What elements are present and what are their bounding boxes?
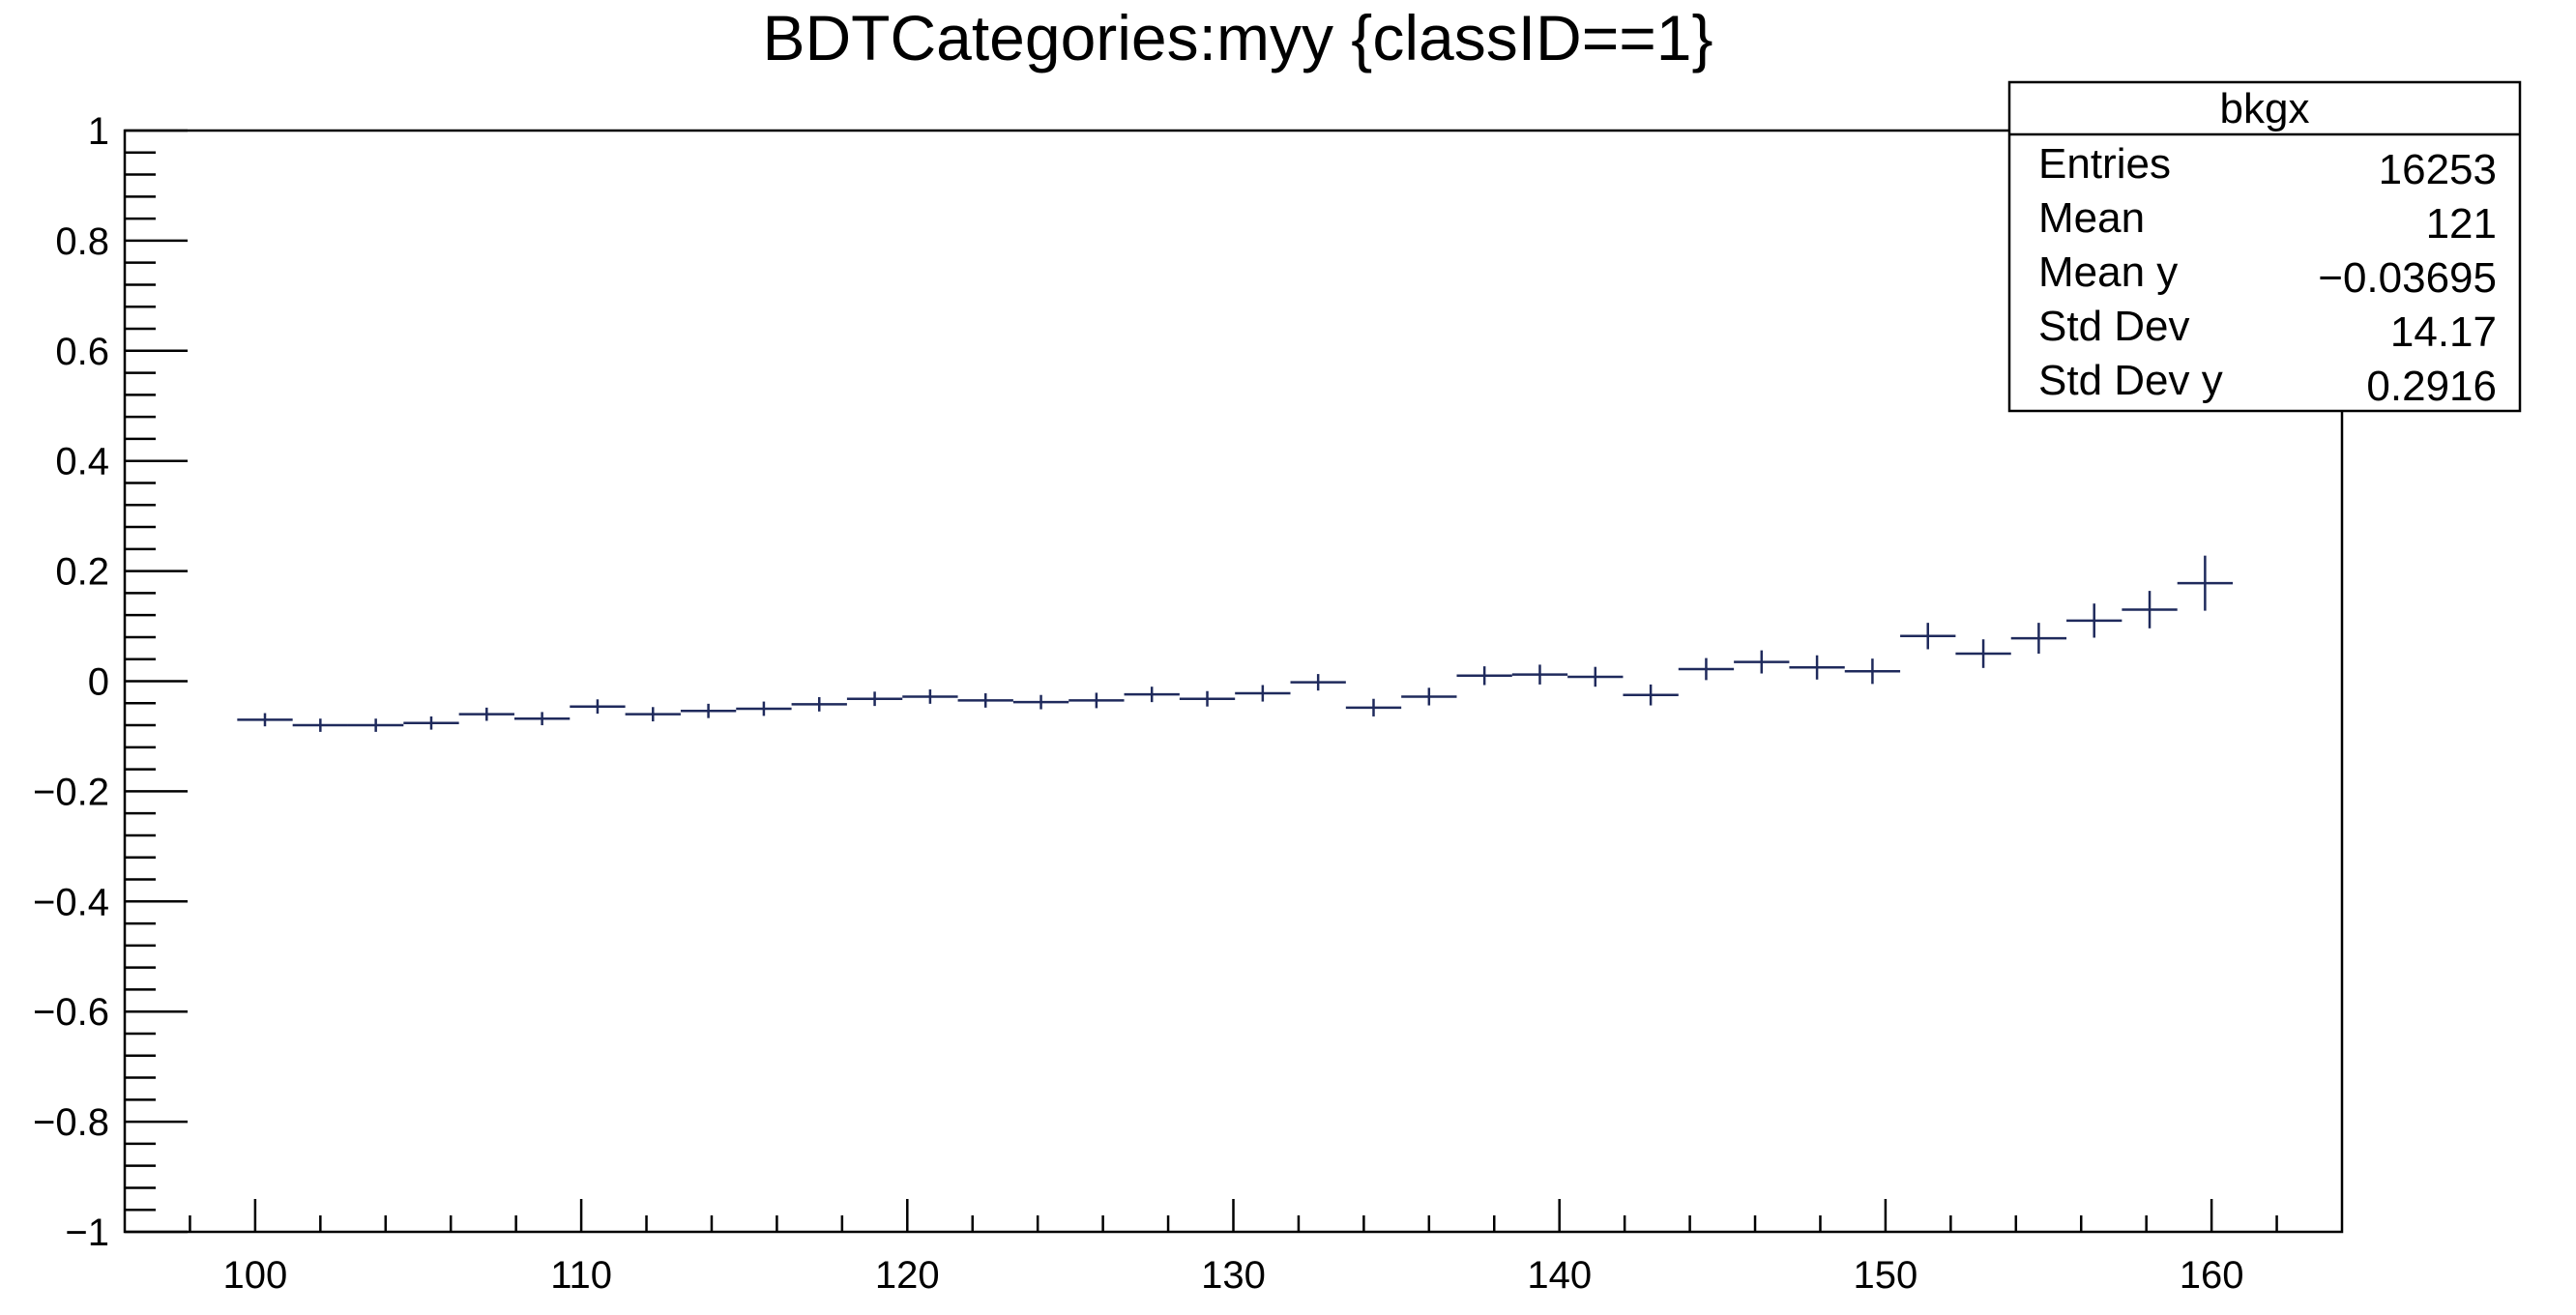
data-point bbox=[1124, 687, 1180, 703]
y-tick-label: 0.8 bbox=[55, 220, 109, 263]
data-point bbox=[1567, 666, 1624, 687]
data-point bbox=[513, 712, 571, 726]
data-point bbox=[458, 707, 514, 721]
data-point bbox=[403, 716, 459, 730]
y-tick-label: −0.2 bbox=[33, 771, 109, 813]
stats-row: Entries 16253 bbox=[2038, 140, 2497, 193]
y-tick-label: −0.4 bbox=[33, 881, 109, 923]
y-tick-label: −0.8 bbox=[33, 1101, 109, 1144]
y-tick-label: −0.6 bbox=[33, 991, 109, 1034]
data-point bbox=[1012, 694, 1069, 710]
x-tick-label: 100 bbox=[223, 1254, 288, 1297]
x-tick-label: 150 bbox=[1854, 1254, 1918, 1297]
data-point bbox=[1401, 687, 1457, 706]
stats-row: Mean 121 bbox=[2038, 194, 2497, 248]
stats-row-value: 0.2916 bbox=[2366, 363, 2497, 410]
stats-row-label: Std Dev bbox=[2038, 303, 2190, 350]
stats-row-label: Mean bbox=[2038, 194, 2145, 242]
data-point bbox=[1734, 650, 1790, 674]
data-point bbox=[1068, 692, 1125, 709]
data-point bbox=[1290, 674, 1346, 691]
y-axis: 1 0.8 0.6 0.4 0.2 0 −0.2 −0.4 −0.6 −0.8 −1 bbox=[33, 110, 188, 1254]
stats-row-value: −0.03695 bbox=[2318, 254, 2497, 302]
x-tick-label: 120 bbox=[875, 1254, 940, 1297]
stats-row-label: Mean y bbox=[2038, 248, 2178, 296]
stats-row-label: Entries bbox=[2038, 140, 2171, 188]
chart-title: BDTCategories:myy {classID==1} bbox=[762, 2, 1712, 73]
x-tick-label: 110 bbox=[550, 1254, 612, 1297]
data-point bbox=[2010, 623, 2067, 655]
data-point bbox=[957, 693, 1013, 708]
data-point bbox=[1900, 623, 1956, 650]
data-point bbox=[680, 703, 737, 718]
data-point bbox=[1456, 666, 1512, 686]
x-tick-label: 130 bbox=[1201, 1254, 1266, 1297]
stats-row: Std Dev y 0.2916 bbox=[2038, 357, 2497, 410]
data-point bbox=[1235, 685, 1291, 702]
stats-box-border bbox=[2007, 80, 2522, 413]
y-tick-label: 0.4 bbox=[55, 441, 109, 483]
data-point bbox=[1955, 639, 2011, 668]
data-point bbox=[237, 713, 293, 727]
y-tick-label: 0 bbox=[88, 661, 109, 704]
stats-row-value: 14.17 bbox=[2390, 308, 2497, 356]
stats-row-value: 121 bbox=[2426, 200, 2497, 248]
data-point bbox=[570, 699, 626, 715]
data-point bbox=[1179, 690, 1236, 707]
stats-box-title: bkgx bbox=[2220, 85, 2310, 132]
stats-row-label: Std Dev y bbox=[2038, 357, 2223, 404]
y-tick-label: 0.6 bbox=[55, 331, 109, 373]
stats-row: Std Dev 14.17 bbox=[2038, 303, 2497, 356]
x-tick-label: 140 bbox=[1527, 1254, 1592, 1297]
x-axis: 100 110 120 130 140 150 160 bbox=[189, 1199, 2278, 1297]
y-tick-label: −1 bbox=[65, 1212, 109, 1254]
y-tick-label: 1 bbox=[88, 110, 109, 153]
data-point bbox=[846, 691, 903, 707]
data-point bbox=[1678, 658, 1735, 681]
stats-row-value: 16253 bbox=[2379, 146, 2497, 193]
data-point bbox=[2066, 603, 2122, 638]
data-point bbox=[1511, 664, 1568, 685]
data-point bbox=[2122, 591, 2178, 628]
data-point bbox=[1623, 684, 1679, 706]
data-points bbox=[237, 555, 2234, 732]
data-point bbox=[1345, 698, 1402, 716]
data-point bbox=[736, 701, 792, 716]
y-tick-label: 0.2 bbox=[55, 551, 109, 594]
x-tick-label: 160 bbox=[2180, 1254, 2244, 1297]
data-point bbox=[292, 718, 348, 732]
data-point bbox=[625, 707, 681, 722]
stats-row: Mean y −0.03695 bbox=[2038, 248, 2497, 302]
data-point bbox=[1844, 658, 1901, 685]
data-point bbox=[2177, 555, 2234, 611]
data-point bbox=[347, 718, 404, 732]
data-point bbox=[902, 689, 958, 704]
data-point bbox=[791, 697, 847, 712]
data-point bbox=[1789, 655, 1845, 680]
